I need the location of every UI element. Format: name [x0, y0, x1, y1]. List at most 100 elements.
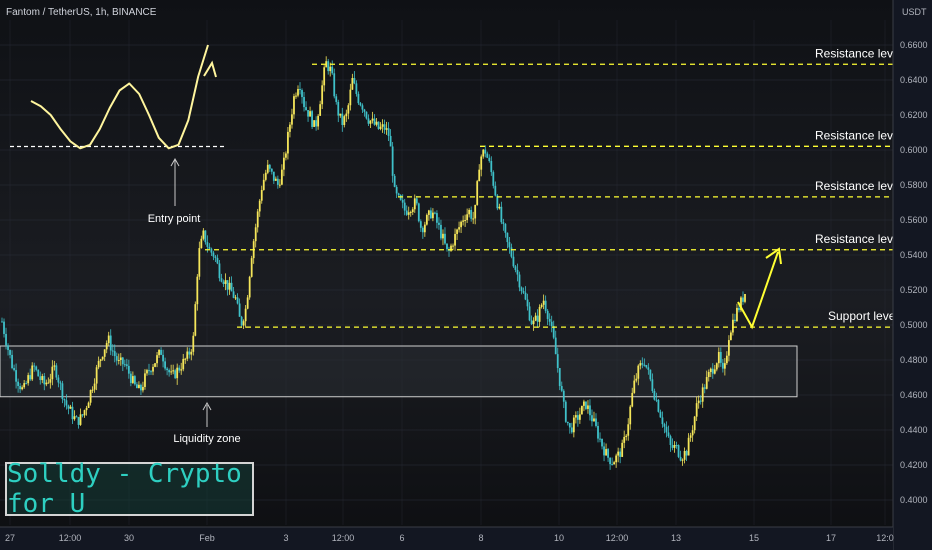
candle-body: [375, 121, 378, 125]
candle-body: [721, 362, 724, 369]
candle-body: [530, 320, 533, 325]
currency-label: USDT: [902, 7, 927, 17]
candle-body: [353, 77, 356, 84]
candle-body: [482, 149, 485, 157]
candle-body: [240, 316, 243, 326]
candle-body: [329, 66, 332, 72]
candle-body: [323, 67, 326, 86]
candle-body: [713, 369, 716, 374]
candle-body: [466, 214, 469, 221]
candle-body: [178, 367, 181, 371]
price-tick-label: 0.5800: [900, 180, 928, 190]
candle-body: [164, 361, 166, 369]
candle-body: [17, 381, 20, 387]
candle-body: [609, 457, 611, 465]
time-axis-bg: [0, 527, 893, 550]
candle-body: [357, 93, 360, 104]
projection-arrowhead: [765, 247, 782, 265]
time-tick-label: 6: [399, 533, 404, 543]
time-tick-label: 15: [749, 533, 759, 543]
candle-body: [536, 315, 539, 322]
price-tick-label: 0.5200: [900, 285, 928, 295]
price-tick-label: 0.4400: [900, 425, 928, 435]
candles: [1, 56, 746, 470]
candle-body: [337, 101, 340, 116]
candle-body: [150, 371, 152, 373]
candle-body: [568, 423, 571, 428]
candle-body: [188, 351, 191, 355]
candle-body: [37, 369, 40, 377]
candle-body: [1, 321, 3, 323]
candle-body: [57, 377, 60, 383]
candle-body: [677, 445, 680, 457]
candle-body: [349, 89, 352, 106]
candle-body: [518, 274, 521, 288]
candle-body: [49, 379, 52, 383]
candle-body: [248, 276, 251, 298]
candle-body: [69, 406, 72, 409]
candle-body: [41, 376, 44, 381]
candle-body: [744, 293, 746, 302]
candle-body: [647, 367, 650, 370]
candle-body: [297, 89, 299, 96]
candle-body: [31, 365, 34, 380]
candle-body: [538, 307, 541, 322]
candle-body: [19, 386, 22, 390]
candle-body: [335, 96, 338, 102]
candle-body: [671, 444, 674, 448]
price-tick-label: 0.4200: [900, 460, 928, 470]
candle-body: [184, 358, 187, 360]
candle-body: [345, 113, 348, 117]
price-tick-label: 0.5600: [900, 215, 928, 225]
candle-body: [234, 297, 237, 299]
candle-body: [397, 193, 400, 196]
candle-body: [705, 377, 708, 389]
candle-body: [33, 365, 36, 367]
candle-body: [472, 218, 475, 220]
candle-body: [125, 364, 128, 366]
price-tick-label: 0.4000: [900, 495, 928, 505]
candle-body: [458, 227, 460, 230]
candle-body: [558, 368, 561, 387]
candle-body: [377, 121, 380, 129]
candle-body: [607, 449, 609, 458]
price-tick-label: 0.6000: [900, 145, 928, 155]
candle-body: [707, 371, 710, 378]
candle-body: [389, 135, 392, 147]
resistance-label: Resistance level: [815, 179, 902, 193]
candle-body: [196, 276, 199, 305]
candle-body: [136, 384, 138, 389]
candle-body: [711, 368, 714, 374]
support-label: Support level: [828, 309, 898, 323]
candle-body: [444, 233, 446, 244]
candle-body: [85, 407, 88, 411]
candle-body: [738, 307, 740, 311]
candle-body: [403, 202, 406, 211]
candle-body: [442, 233, 444, 239]
candle-body: [228, 282, 231, 290]
candle-body: [220, 278, 223, 282]
candle-body: [156, 355, 158, 364]
candle-body: [697, 400, 700, 404]
candle-body: [589, 405, 591, 416]
candle-body: [317, 115, 320, 127]
chart-title: Fantom / TetherUS, 1h, BINANCE: [6, 7, 157, 18]
candle-body: [258, 200, 261, 212]
candle-body: [309, 111, 311, 117]
candle-body: [3, 321, 5, 334]
time-tick-label: 3: [283, 533, 288, 543]
candle-body: [39, 376, 42, 381]
price-tick-label: 0.5400: [900, 250, 928, 260]
candle-body: [434, 212, 436, 214]
candle-body: [148, 370, 150, 372]
candle-body: [214, 256, 217, 258]
candle-body: [93, 383, 96, 390]
candle-body: [709, 368, 712, 372]
candle-body: [506, 232, 509, 243]
candle-body: [643, 364, 646, 366]
liquidity-zone-label: Liquidity zone: [173, 433, 240, 445]
candle-body: [117, 359, 120, 361]
candle-body: [723, 363, 726, 369]
price-tick-label: 0.6600: [900, 40, 928, 50]
candle-body: [601, 438, 603, 447]
